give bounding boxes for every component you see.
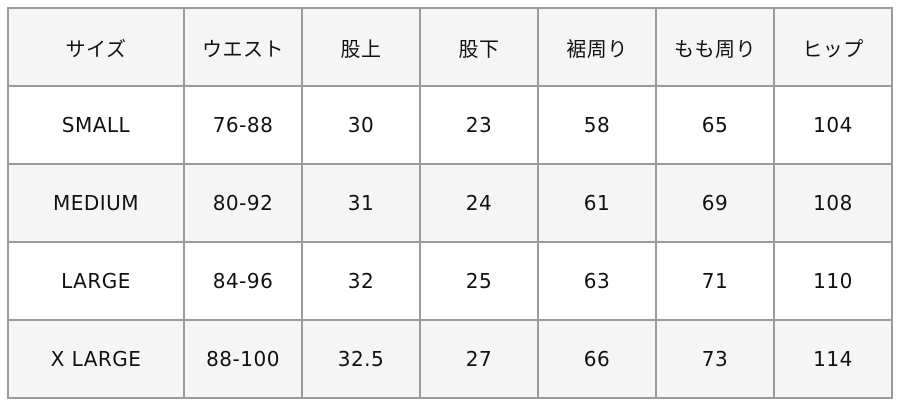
table-row: MEDIUM 80-92 31 24 61 69 108	[7, 163, 893, 243]
table-row: LARGE 84-96 32 25 63 71 110	[7, 241, 893, 321]
table-cell: 65	[655, 85, 775, 165]
size-label-cell: X LARGE	[7, 319, 185, 399]
size-label-cell: MEDIUM	[7, 163, 185, 243]
header-waist: ウエスト	[183, 7, 303, 87]
table-cell: 63	[537, 241, 657, 321]
table-cell: 61	[537, 163, 657, 243]
table-cell: 32	[301, 241, 421, 321]
header-row: サイズ ウエスト 股上 股下 裾周り もも周り ヒップ	[7, 7, 893, 87]
table-cell: 80-92	[183, 163, 303, 243]
table-row: X LARGE 88-100 32.5 27 66 73 114	[7, 319, 893, 399]
size-label-cell: SMALL	[7, 85, 185, 165]
header-hem: 裾周り	[537, 7, 657, 87]
header-thigh: もも周り	[655, 7, 775, 87]
table-cell: 58	[537, 85, 657, 165]
table-cell: 76-88	[183, 85, 303, 165]
table-cell: 23	[419, 85, 539, 165]
size-label-cell: LARGE	[7, 241, 185, 321]
header-rise: 股上	[301, 7, 421, 87]
table-cell: 84-96	[183, 241, 303, 321]
header-size: サイズ	[7, 7, 185, 87]
table-cell: 104	[773, 85, 893, 165]
table-cell: 31	[301, 163, 421, 243]
table-cell: 69	[655, 163, 775, 243]
table-cell: 25	[419, 241, 539, 321]
size-chart-table: サイズ ウエスト 股上 股下 裾周り もも周り ヒップ SMALL 76-88 30…	[7, 7, 893, 399]
table-cell: 24	[419, 163, 539, 243]
header-hip: ヒップ	[773, 7, 893, 87]
table-cell: 108	[773, 163, 893, 243]
table-cell: 73	[655, 319, 775, 399]
table-cell: 32.5	[301, 319, 421, 399]
table-cell: 27	[419, 319, 539, 399]
table-cell: 30	[301, 85, 421, 165]
table-cell: 110	[773, 241, 893, 321]
table-row: SMALL 76-88 30 23 58 65 104	[7, 85, 893, 165]
table-cell: 66	[537, 319, 657, 399]
table-cell: 114	[773, 319, 893, 399]
table-cell: 88-100	[183, 319, 303, 399]
table-cell: 71	[655, 241, 775, 321]
header-inseam: 股下	[419, 7, 539, 87]
